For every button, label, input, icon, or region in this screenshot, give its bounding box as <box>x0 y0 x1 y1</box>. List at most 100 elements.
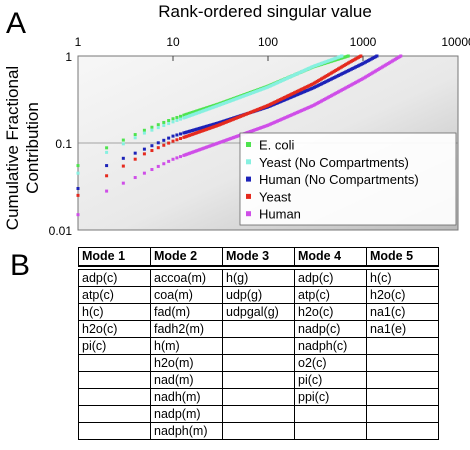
table-cell: h(m) <box>150 337 223 355</box>
modes-table: Mode 1 Mode 2 Mode 3 Mode 4 Mode 5 adp(c) acc… <box>78 247 439 440</box>
series-point <box>105 146 109 150</box>
table-row: nadp(m) <box>78 405 439 423</box>
series-point <box>156 164 160 168</box>
table-header-cell: Mode 2 <box>150 247 223 267</box>
series-point <box>162 162 166 166</box>
series-point <box>175 138 179 142</box>
table-cell: h(c) <box>78 303 151 321</box>
x-axis-title: Rank-ordered singular value <box>158 2 372 21</box>
series-point <box>121 164 125 168</box>
table-cell: ppi(c) <box>294 388 367 406</box>
series-point <box>76 193 80 197</box>
table-cell <box>366 422 439 440</box>
table-row: nadph(m) <box>78 422 439 440</box>
series-point <box>156 126 160 130</box>
table-cell: pi(c) <box>78 337 151 355</box>
series-point <box>142 171 146 175</box>
series-point <box>156 123 160 127</box>
legend: E. coli Yeast (No Compartments) Human (No … <box>239 132 457 226</box>
legend-label: E. coli <box>259 138 295 153</box>
series-point <box>167 122 171 126</box>
table-cell: h2o(c) <box>294 303 367 321</box>
y-axis-title: Cumulative Fractional Contribution <box>3 66 42 230</box>
series-point <box>76 164 80 168</box>
legend-label: Human (No Compartments) <box>259 172 419 187</box>
table-cell <box>222 320 295 338</box>
series-point <box>179 114 183 118</box>
series-point <box>171 134 175 138</box>
series-point <box>150 144 154 148</box>
legend-box <box>239 132 457 226</box>
table-cell <box>294 405 367 423</box>
series-point <box>156 146 160 150</box>
series-point <box>175 115 179 119</box>
series-point <box>150 149 154 153</box>
series-point <box>167 119 171 122</box>
series-point <box>133 133 137 137</box>
series-point <box>175 156 179 160</box>
table-row: adp(c) accoa(m) h(g) adp(c) h(c) <box>78 269 439 287</box>
table-cell: h2o(c) <box>366 286 439 304</box>
series-point <box>105 174 109 178</box>
series-point <box>133 136 137 140</box>
table-header-cell: Mode 3 <box>222 247 295 267</box>
table-row: nadh(m) ppi(c) <box>78 388 439 406</box>
table-row: nad(m) pi(c) <box>78 371 439 389</box>
table-row: h(c) fad(m) udpgal(g) h2o(c) na1(c) <box>78 303 439 321</box>
series-point <box>179 117 183 121</box>
table-row: h2o(m) o2(c) <box>78 354 439 372</box>
series-point <box>156 141 160 145</box>
table-cell <box>366 405 439 423</box>
legend-label: Human <box>259 207 301 222</box>
table-cell: nadp(c) <box>294 320 367 338</box>
table-body: adp(c) accoa(m) h(g) adp(c) h(c) atp(c) coa(m)… <box>78 265 439 440</box>
legend-label: Yeast (No Compartments) <box>259 155 409 170</box>
series-3 <box>76 54 363 197</box>
series-point <box>167 136 171 140</box>
table-cell: nadh(m) <box>150 388 223 406</box>
legend-swatch <box>246 193 251 199</box>
table-header-cell: Mode 1 <box>78 247 151 267</box>
table-row: atp(c) coa(m) udp(g) atp(c) h2o(c) <box>78 286 439 304</box>
table-cell: adp(c) <box>294 269 367 287</box>
series-point <box>121 156 125 160</box>
series-point <box>142 128 146 132</box>
series-point <box>162 138 166 142</box>
series-point <box>171 117 175 121</box>
table-cell <box>366 337 439 355</box>
series-point <box>121 142 125 146</box>
series-point <box>76 171 80 175</box>
y-tick-label: 0.1 <box>55 137 72 151</box>
table-cell <box>366 354 439 372</box>
table-cell <box>222 337 295 355</box>
panel-b-label: B <box>10 249 30 282</box>
series-1 <box>76 54 344 175</box>
legend-swatch <box>246 159 251 165</box>
table-header-row: Mode 1 Mode 2 Mode 3 Mode 4 Mode 5 <box>78 247 439 267</box>
series-point <box>76 186 80 190</box>
x-tick-label: 10 <box>166 35 180 49</box>
series-point <box>375 54 379 58</box>
modes-table-wrapper: Mode 1 Mode 2 Mode 3 Mode 4 Mode 5 adp(c) acc… <box>78 247 439 440</box>
legend-swatch <box>246 142 251 147</box>
series-2 <box>76 54 379 190</box>
series-point <box>179 155 183 159</box>
y-tick-labels: 1 0.1 0.01 <box>49 50 73 238</box>
series-point <box>175 118 179 122</box>
table-cell: accoa(m) <box>150 269 223 287</box>
table-row: h2o(c) fadh2(m) nadp(c) na1(e) <box>78 320 439 338</box>
series-point <box>346 54 350 58</box>
series-point <box>399 54 403 58</box>
x-tick-label: 10000 <box>441 35 470 49</box>
series-point <box>121 138 125 142</box>
table-cell: na1(e) <box>366 320 439 338</box>
series-point <box>167 159 171 163</box>
series-point <box>142 152 146 156</box>
table-header-cell: Mode 4 <box>294 247 367 267</box>
table-cell <box>294 422 367 440</box>
table-header-cell: Mode 5 <box>366 247 439 267</box>
table-cell: na1(c) <box>366 303 439 321</box>
series-point <box>359 54 363 58</box>
series-point <box>150 125 154 129</box>
